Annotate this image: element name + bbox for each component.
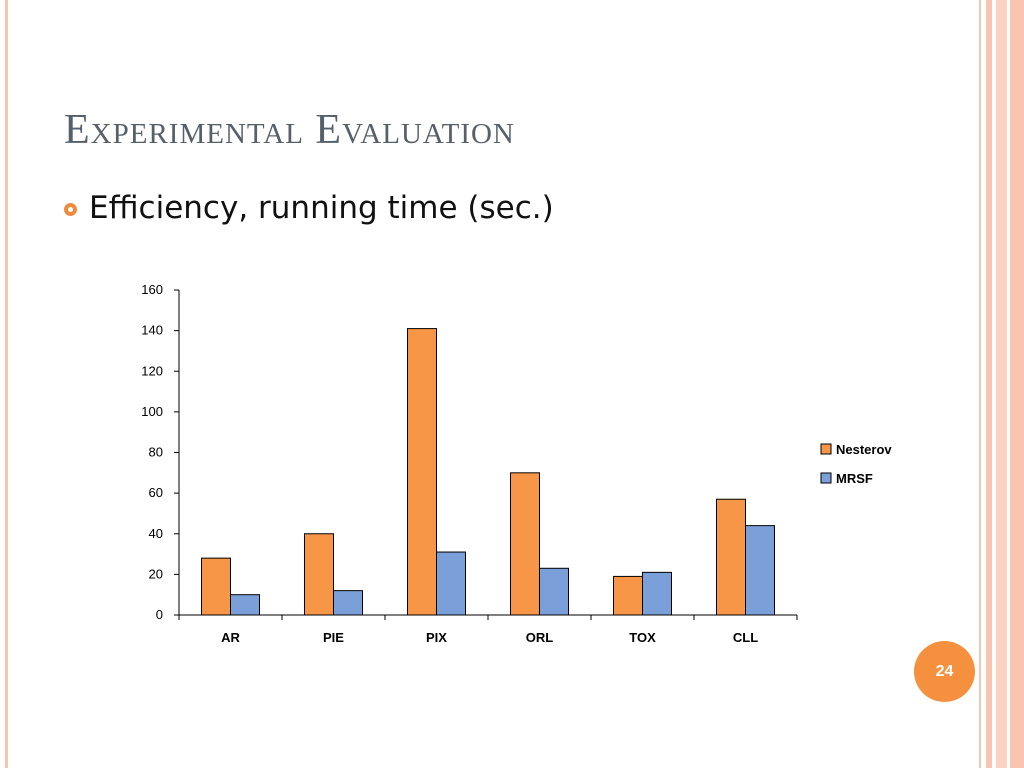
bar-nesterov-ar: [201, 557, 231, 616]
slide-title: Experimental Evaluation: [64, 107, 515, 153]
page-number: 24: [935, 662, 954, 680]
x-tick-label: ORL: [526, 630, 554, 645]
left-frame-stripe: [5, 0, 8, 768]
right-stripe-4: [1010, 0, 1024, 768]
bullet-text: Efficiency, running time (sec.): [89, 190, 554, 226]
right-stripe-2: [986, 0, 992, 768]
legend-label-nesterov: Nesterov: [836, 442, 892, 457]
ring-bullet-icon: [64, 202, 77, 216]
y-tick-label: 60: [149, 485, 163, 500]
y-tick-label: 120: [141, 363, 163, 378]
legend-label-mrsf: MRSF: [836, 471, 873, 486]
legend-swatch-nesterov: [820, 443, 832, 455]
bar-mrsf-pie: [333, 590, 363, 616]
y-tick-label: 40: [149, 526, 163, 541]
bar-mrsf-orl: [539, 567, 569, 616]
y-tick-label: 20: [149, 566, 163, 581]
bar-nesterov-pie: [304, 533, 334, 616]
bar-nesterov-pix: [407, 328, 437, 616]
bar-mrsf-tox: [642, 571, 672, 616]
y-tick-label: 0: [156, 607, 163, 622]
x-tick-label: PIE: [323, 630, 344, 645]
bar-mrsf-ar: [230, 594, 260, 616]
bar-nesterov-tox: [613, 575, 643, 616]
y-tick-label: 160: [141, 282, 163, 297]
bar-nesterov-cll: [716, 498, 746, 616]
right-stripe-3: [996, 0, 1007, 768]
bar-nesterov-orl: [510, 472, 540, 616]
bar-mrsf-pix: [436, 551, 466, 616]
right-stripe-1: [979, 0, 981, 768]
x-tick-label: TOX: [629, 630, 656, 645]
page-number-badge: 24: [914, 641, 975, 702]
legend-swatch-mrsf: [820, 472, 832, 484]
y-tick-label: 100: [141, 404, 163, 419]
y-tick-label: 140: [141, 323, 163, 338]
bullet-item: Efficiency, running time (sec.): [64, 190, 554, 226]
x-tick-label: PIX: [426, 630, 447, 645]
y-tick-label: 80: [149, 445, 163, 460]
bar-mrsf-cll: [745, 525, 775, 616]
x-tick-label: CLL: [733, 630, 758, 645]
x-tick-label: AR: [221, 630, 240, 645]
